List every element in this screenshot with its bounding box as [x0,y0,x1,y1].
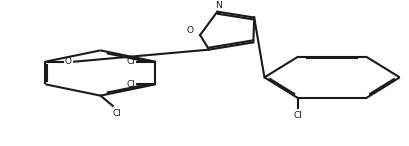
Text: O: O [64,57,71,66]
Text: Cl: Cl [127,80,135,89]
Text: O: O [186,26,193,35]
Text: Cl: Cl [293,111,302,120]
Text: Cl: Cl [112,109,121,118]
Text: Cl: Cl [127,57,135,66]
Text: N: N [214,1,221,10]
